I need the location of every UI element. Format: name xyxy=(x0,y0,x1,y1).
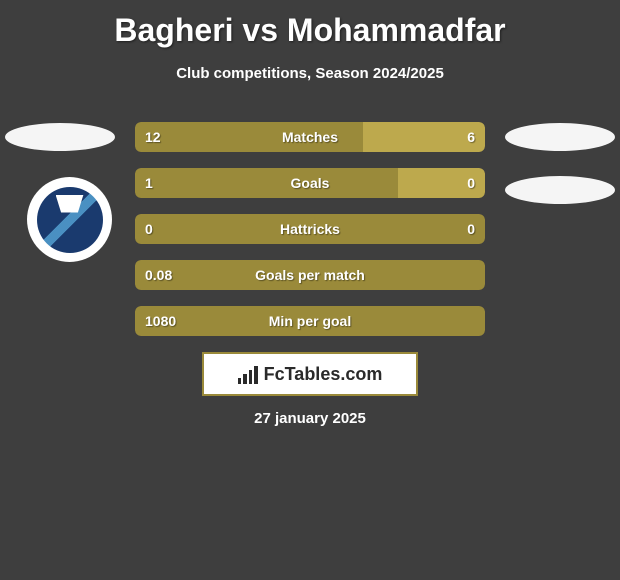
stat-value-left: 0 xyxy=(145,221,153,237)
player1-club-logo xyxy=(27,177,112,262)
stat-row-matches: 12 Matches 6 xyxy=(135,122,485,152)
stat-value-right: 0 xyxy=(467,175,475,191)
stat-label: Matches xyxy=(282,129,338,145)
page-subtitle: Club competitions, Season 2024/2025 xyxy=(0,65,620,82)
stat-label: Hattricks xyxy=(280,221,340,237)
stat-value-left: 0.08 xyxy=(145,267,172,283)
stat-value-left: 12 xyxy=(145,129,161,145)
club-logo-icon xyxy=(37,187,103,253)
bar-chart-icon xyxy=(238,364,258,384)
player1-badge xyxy=(5,123,115,151)
stat-row-hattricks: 0 Hattricks 0 xyxy=(135,214,485,244)
brand-box: FcTables.com xyxy=(202,352,418,396)
brand-text: FcTables.com xyxy=(264,364,383,385)
date-text: 27 january 2025 xyxy=(254,410,366,427)
stat-label: Goals xyxy=(291,175,330,191)
stat-value-right: 0 xyxy=(467,221,475,237)
stat-label: Min per goal xyxy=(269,313,351,329)
stat-value-left: 1080 xyxy=(145,313,176,329)
stat-label: Goals per match xyxy=(255,267,365,283)
stats-container: 12 Matches 6 1 Goals 0 0 Hattricks 0 0.0… xyxy=(135,122,485,352)
player2-club-badge xyxy=(505,176,615,204)
stat-value-left: 1 xyxy=(145,175,153,191)
stat-row-goals: 1 Goals 0 xyxy=(135,168,485,198)
stat-bar-left xyxy=(135,168,398,198)
player2-badge xyxy=(505,123,615,151)
stat-row-min-per-goal: 1080 Min per goal xyxy=(135,306,485,336)
stat-value-right: 6 xyxy=(467,129,475,145)
stat-row-goals-per-match: 0.08 Goals per match xyxy=(135,260,485,290)
page-title: Bagheri vs Mohammadfar xyxy=(0,0,620,49)
